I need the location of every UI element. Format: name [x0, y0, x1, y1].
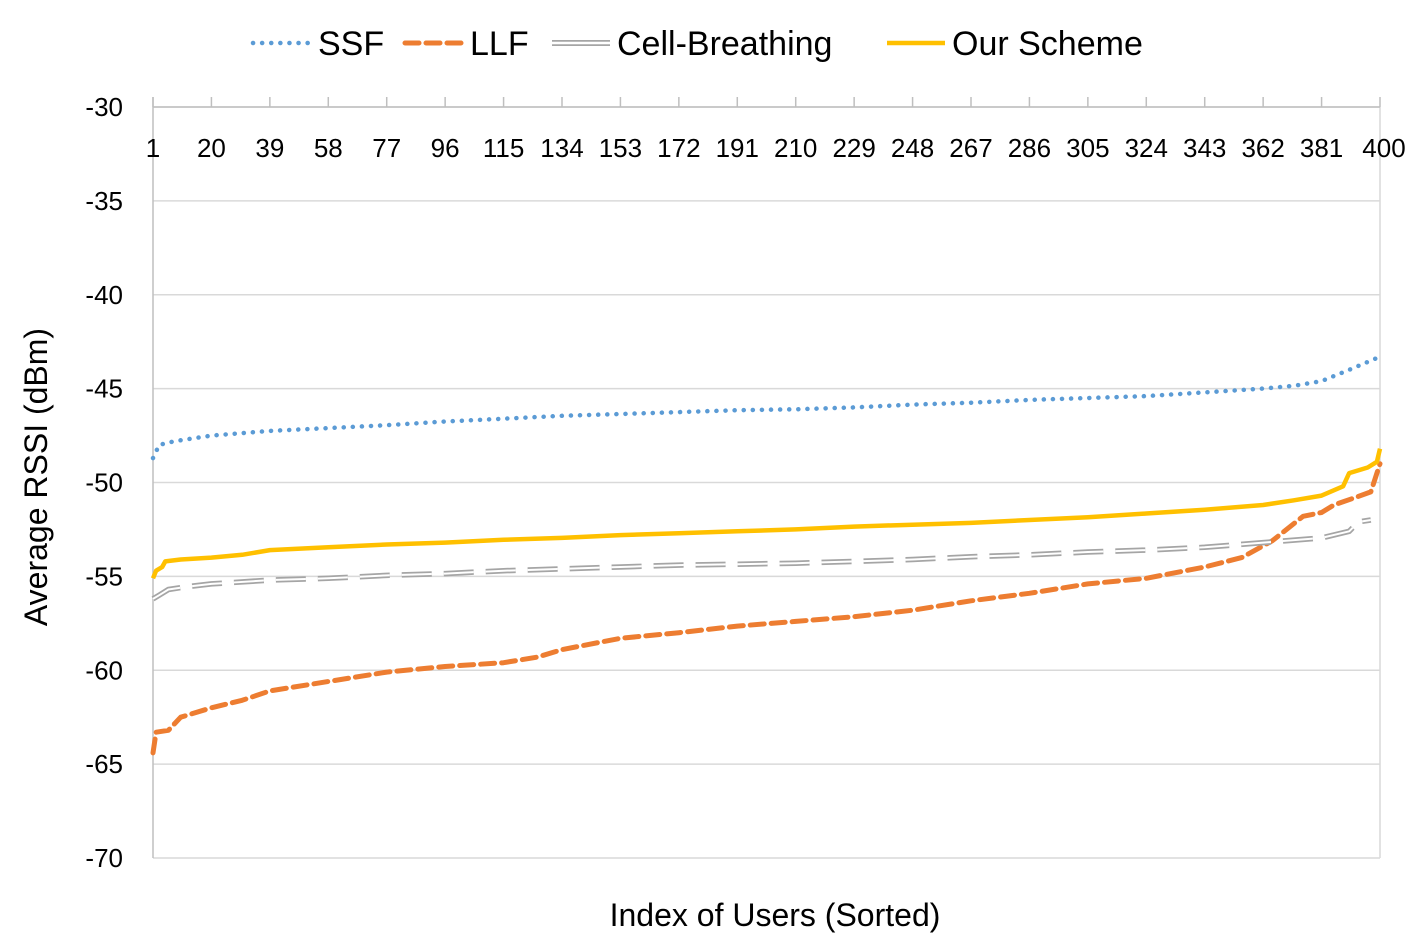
legend-label-ssf: SSF — [318, 25, 384, 63]
legend-item-our-scheme: Our Scheme — [887, 25, 1143, 63]
x-tick-label: 324 — [1125, 133, 1168, 163]
x-tick-label: 210 — [774, 133, 817, 163]
series-line-llf — [150, 461, 1383, 756]
x-tick-label: 229 — [832, 133, 875, 163]
legend-label-cell-breathing: Cell-Breathing — [617, 25, 832, 63]
legend-item-cell-breathing: Cell-Breathing — [552, 25, 832, 63]
y-tick-label: -40 — [85, 280, 123, 310]
x-tick-label: 153 — [599, 133, 642, 163]
x-tick-label: 286 — [1008, 133, 1051, 163]
series-line-ssf — [150, 354, 1383, 461]
x-tick-label: 20 — [197, 133, 226, 163]
x-tick-label: 96 — [431, 133, 460, 163]
x-tick-label: 248 — [891, 133, 934, 163]
legend-item-llf: LLF — [402, 25, 529, 63]
x-tick-label: 77 — [372, 133, 401, 163]
series-line-our-scheme — [150, 448, 1383, 580]
axes: -30 -35 -40 -45 -50 -55 -60 -65 -70 1 20 39 58 77 96 11… — [85, 92, 1405, 873]
y-axis-title: Average RSSI (dBm) — [18, 328, 54, 626]
legend-item-ssf: SSF — [250, 25, 384, 63]
gridlines — [153, 106, 1381, 859]
y-tick-label: -35 — [85, 186, 123, 216]
series-our-scheme — [150, 448, 1383, 580]
y-tick-label: -70 — [85, 843, 123, 873]
series-line-cell-breathing-inner — [152, 519, 1371, 600]
y-tick-label: -55 — [85, 561, 123, 591]
legend-label-llf: LLF — [470, 25, 529, 63]
x-tick-label: 39 — [255, 133, 284, 163]
series-ssf — [150, 354, 1383, 461]
y-tick-label: -50 — [85, 468, 123, 498]
y-tick-label: -60 — [85, 655, 123, 685]
legend-label-our-scheme: Our Scheme — [952, 25, 1143, 63]
x-tick-label: 1 — [146, 133, 160, 163]
y-tick-label: -65 — [85, 749, 123, 779]
x-tick-label: 400 — [1362, 133, 1405, 163]
x-tick-label: 172 — [657, 133, 700, 163]
x-tick-label: 58 — [314, 133, 343, 163]
x-tick-label: 362 — [1241, 133, 1284, 163]
series-cell-breathing — [151, 517, 1372, 602]
series-lines — [150, 354, 1383, 756]
y-tick-label: -45 — [85, 374, 123, 404]
series-llf — [150, 461, 1383, 756]
x-tick-label: 134 — [540, 133, 583, 163]
y-tick-label: -30 — [85, 92, 123, 122]
x-tick-label: 381 — [1300, 133, 1343, 163]
x-tick-label: 343 — [1183, 133, 1226, 163]
legend: SSF LLF Cell-Breathing Our Scheme — [250, 25, 1143, 63]
x-tick-label: 115 — [483, 133, 524, 163]
x-tick-label: 191 — [716, 133, 759, 163]
x-tick-label: 267 — [949, 133, 992, 163]
x-axis-title: Index of Users (Sorted) — [610, 897, 941, 933]
x-tick-label: 305 — [1066, 133, 1109, 163]
